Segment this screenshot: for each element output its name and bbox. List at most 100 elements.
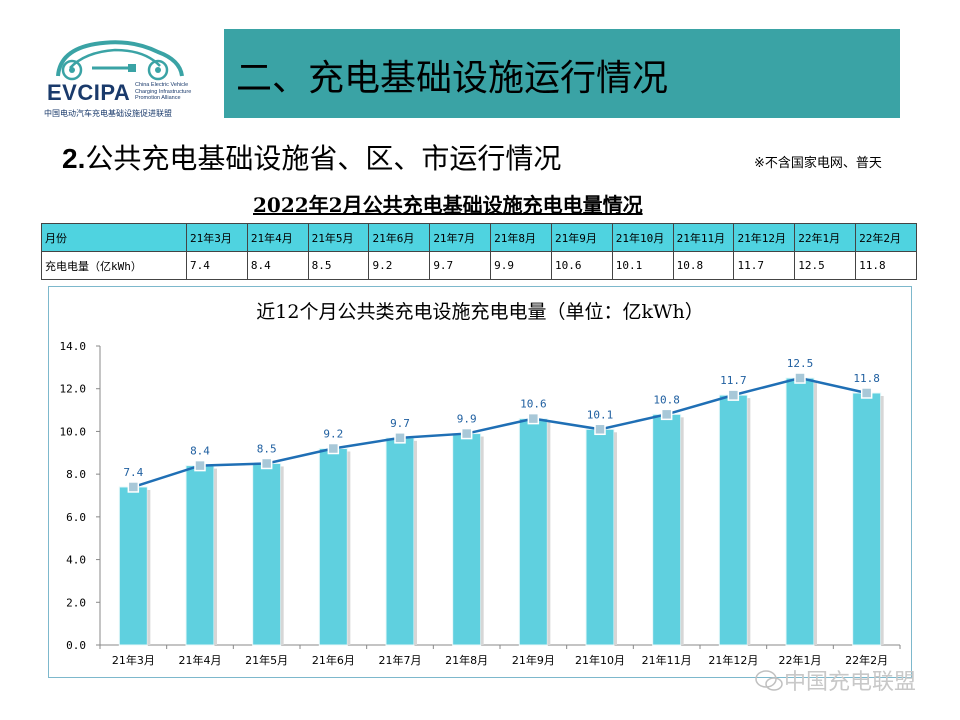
x-tick-label: 21年9月 [512,653,555,667]
y-tick-label: 14.0 [60,340,87,353]
bar [785,377,815,646]
table-cell-month: 21年10月 [611,223,674,252]
table-cell-header: 充电电量（亿kWh） [41,251,187,280]
table-cell-value: 10.8 [672,251,735,280]
data-label: 8.4 [190,445,210,458]
x-tick-label: 21年10月 [575,653,625,667]
table-cell-value: 8.4 [246,251,309,280]
chart-title: 近12个月公共类充电设施充电电量（单位：亿kWh） [256,301,704,323]
bar-shadow [480,436,484,645]
bar [518,418,548,646]
data-label: 7.4 [123,466,143,479]
data-point [260,457,273,470]
bar-shadow [414,440,417,645]
x-tick-label: 21年5月 [245,653,288,667]
table-cell-month: 21年12月 [733,223,796,252]
data-point [460,427,473,440]
x-tick-label: 21年11月 [642,653,692,667]
data-table: 月份 21年3月 21年4月 21年5月 21年6月 21年7月 21年8月 21年9月 21… [41,223,917,280]
bar [385,437,415,646]
data-point [594,423,606,436]
data-point [727,389,740,401]
bar-shadow [680,417,684,645]
table-cell-month: 21年11月 [672,223,735,252]
bar [118,486,148,646]
table-cell-value: 8.5 [307,251,370,280]
x-tick-label: 22年2月 [845,653,888,667]
bar-shadow [814,381,817,645]
subtitle-text: 公共充电基础设施省、区、市运行情况 [85,142,562,175]
x-tick-label: 22年1月 [779,653,822,667]
table-cell-value: 11.8 [855,251,917,280]
x-tick-label: 21年12月 [708,653,758,667]
data-point [527,412,540,425]
table-row: 月份 21年3月 21年4月 21年5月 21年6月 21年7月 21年8月 21年9月 21… [41,223,917,252]
table-cell-value: 11.7 [733,251,796,280]
table-cell-month: 21年7月 [429,223,492,252]
y-tick-label: 12.0 [60,383,87,396]
y-tick-label: 6.0 [66,511,86,524]
x-tick-label: 21年8月 [445,653,488,667]
bar-shadow [147,489,151,645]
data-point [394,432,406,444]
title-banner: 二、充电基础设施运行情况 [224,29,900,118]
y-tick-label: 0.0 [66,639,86,652]
table-cell-value: 10.1 [611,251,674,280]
y-tick-label: 2.0 [66,596,86,609]
data-point [660,408,673,421]
x-tick-label: 21年7月 [379,653,422,667]
bar-shadow [347,451,351,645]
data-label: 10.6 [520,398,547,411]
table-title: 2022年2月公共充电基础设施充电电量情况 [253,193,643,217]
bar [652,413,682,646]
data-point [794,372,806,384]
logo-brand: EVCIPA [47,80,131,105]
table-cell-value: 12.5 [794,251,857,280]
bar-shadow [880,395,884,645]
bar [585,428,615,646]
bar-shadow [614,432,617,645]
exclusion-note: ※不含国家电网、普天 [754,156,882,171]
car-logo-icon [56,40,184,81]
x-tick-label: 21年4月 [179,653,222,667]
data-point [194,459,206,472]
table-row: 充电电量（亿kWh） 7.4 8.4 8.5 9.2 9.7 9.9 10.6 10.1 10.… [41,251,917,280]
data-point [327,442,340,455]
bar-shadow [547,421,551,645]
x-tick-label: 21年3月 [112,653,155,667]
wechat-icon [755,670,783,691]
bar-shadow [214,468,217,645]
bar [185,465,215,646]
data-label: 10.8 [653,393,680,406]
data-point [860,387,873,399]
subtitle-number: 2. [62,143,86,174]
logo-english-name: China Electric Vehicle Charging Infrastr… [135,82,192,101]
y-tick-label: 10.0 [60,425,87,438]
table-cell-month: 21年3月 [186,223,248,252]
data-label: 9.9 [457,413,477,426]
data-label: 9.2 [323,428,343,441]
table-cell-month: 21年9月 [550,223,613,252]
logo-chinese-name: 中国电动汽车充电基础设施促进联盟 [44,109,172,118]
table-cell-header: 月份 [41,223,187,252]
bar [718,394,748,646]
data-point [127,481,140,493]
y-tick-label: 4.0 [66,554,86,567]
y-tick-label: 8.0 [66,468,86,481]
data-label: 9.7 [390,417,410,430]
table-cell-month: 21年8月 [490,223,552,252]
table-cell-month: 21年5月 [307,223,370,252]
table-cell-value: 7.4 [186,251,248,280]
table-cell-value: 10.6 [550,251,613,280]
series-line [132,376,867,489]
data-label: 12.5 [787,357,814,370]
bar-shadow [280,466,284,645]
table-cell-value: 9.2 [368,251,431,280]
x-tick-label: 21年6月 [312,653,355,667]
watermark-text: 中国充电联盟 [784,670,917,695]
table-cell-month: 21年6月 [368,223,431,252]
bar-shadow [747,398,751,645]
bar [452,433,482,646]
data-label: 10.1 [587,408,614,421]
